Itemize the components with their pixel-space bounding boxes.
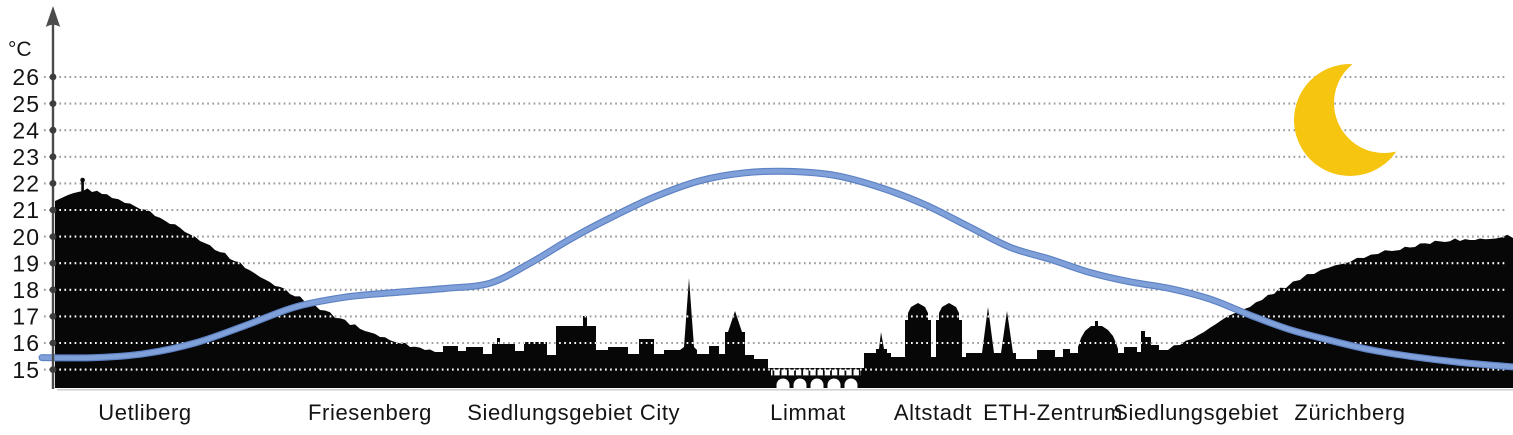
y-tick-label: 24 [12,117,40,143]
bridge-railing-post [858,369,861,376]
axis-tick-dot [49,100,57,107]
y-axis [45,6,61,389]
bridge-railing-post [779,369,782,376]
crescent-moon-icon [1294,64,1406,176]
antenna-knob [80,177,85,183]
bridge-railing-post [794,369,796,376]
y-tick-label: 19 [12,250,40,276]
axis-tick-dot [49,206,57,214]
axis-tick-dot [49,366,57,373]
bridge-arch [793,378,807,388]
bridge-railing-post [786,369,789,376]
bridge-railing-post [830,369,832,376]
uetliberg-summit-antenna [81,181,84,192]
city-skyline-silhouette [55,177,1513,391]
axis-tick-dot [49,286,57,294]
bridge-railing-post [808,369,811,376]
axis-tick-dot [49,339,57,347]
x-axis-label: ETH-Zentrum [983,400,1123,425]
x-axis-label: Zürichberg [1294,400,1405,425]
bridge-arch [776,378,790,388]
y-tick-label: 25 [12,91,40,117]
axis-tick-dot [49,313,57,320]
skyline-silhouette-path [55,188,1513,388]
axis-tick-dot [49,180,57,187]
bridge-railing-post [815,369,818,376]
y-tick-label: 22 [12,171,40,197]
bridge-railing-post [822,369,825,376]
limmat-bridge [771,369,861,388]
x-axis-label: Siedlungsgebiet [467,400,633,425]
bridge-arch [810,378,824,388]
y-tick-label: 17 [12,304,40,330]
axis-tick-dot [49,73,57,81]
x-axis-label: Friesenberg [308,400,432,425]
bridge-railing-post [772,369,775,376]
y-tick-label: 23 [12,144,40,170]
x-axis-label: Limmat [770,400,846,425]
x-axis-label: Uetliberg [98,400,191,425]
axis-tick-dot [49,233,57,241]
bridge-railing-post [844,369,847,376]
x-axis-labels: Uetliberg Friesenberg Siedlungsgebiet City L… [98,400,1405,425]
temperature-curve [38,167,1513,371]
bridge-railing-post [837,369,840,376]
axis-arrow-icon [45,6,61,27]
bridge-arch [844,378,858,388]
y-tick-label: 20 [12,224,40,250]
temperature-curve-line [39,168,1513,370]
y-tick-label: 26 [12,64,40,90]
x-axis-label: Altstadt [894,400,972,425]
y-tick-label: 18 [12,277,40,303]
y-tick-label: 16 [12,330,40,356]
moon-shape [1294,64,1406,176]
axis-tick-dot [49,259,57,267]
bridge-arch [827,378,841,388]
y-tick-label: 21 [12,197,40,223]
axis-tick-dot [49,126,57,134]
bridge-railing-post [801,369,804,376]
bridge-railing-post [851,369,854,376]
y-tick-label: 15 [12,357,40,383]
x-axis-label: Siedlungsgebiet [1113,400,1279,425]
y-axis-unit-label: °C [8,38,32,61]
x-axis-label: City [640,400,680,425]
axis-tick-dot [49,153,57,161]
